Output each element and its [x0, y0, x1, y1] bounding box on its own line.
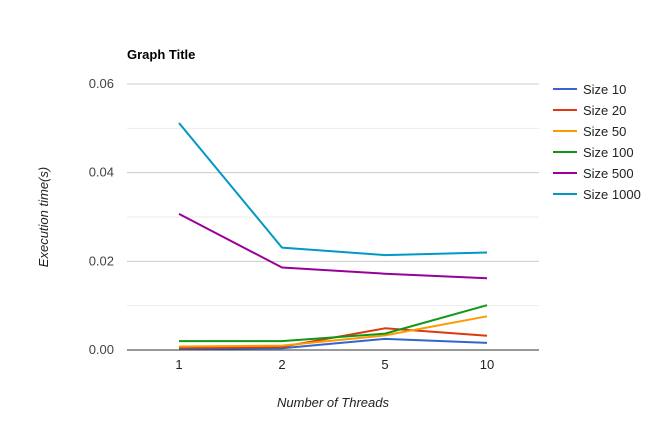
x-tick-label: 5	[381, 357, 388, 372]
legend-label: Size 100	[583, 145, 634, 160]
series-line-size-50	[178, 315, 488, 348]
series-line-size-1000	[178, 122, 488, 257]
y-tick-label: 0.02	[89, 253, 114, 268]
legend-item-size-50[interactable]: Size 50	[553, 124, 626, 139]
legend-item-size-100[interactable]: Size 100	[553, 145, 634, 160]
series-line-size-500	[178, 213, 488, 280]
x-axis-ticks: 1 2 5 10	[175, 357, 494, 372]
legend-label: Size 50	[583, 124, 626, 139]
x-tick-label: 1	[175, 357, 182, 372]
chart-title: Graph Title	[127, 47, 195, 62]
y-tick-label: 0.04	[89, 165, 114, 180]
series-line-size-100	[179, 304, 488, 343]
x-tick-label: 2	[278, 357, 285, 372]
y-tick-label: 0.00	[89, 342, 114, 357]
gridlines	[127, 83, 539, 307]
legend-label: Size 500	[583, 166, 634, 181]
legend-item-size-500[interactable]: Size 500	[553, 166, 634, 181]
legend-label: Size 1000	[583, 187, 641, 202]
y-axis-label: Execution time(s)	[36, 167, 51, 267]
y-axis-ticks: 0.00 0.02 0.04 0.06	[89, 76, 114, 357]
legend-label: Size 20	[583, 103, 626, 118]
y-tick-label: 0.06	[89, 76, 114, 91]
legend-label: Size 10	[583, 82, 626, 97]
x-tick-label: 10	[480, 357, 494, 372]
legend-item-size-20[interactable]: Size 20	[553, 103, 626, 118]
x-axis-label: Number of Threads	[277, 395, 389, 410]
legend-item-size-1000[interactable]: Size 1000	[553, 187, 641, 202]
series-line-size-10	[178, 337, 488, 350]
series-lines	[178, 122, 488, 350]
legend-item-size-10[interactable]: Size 10	[553, 82, 626, 97]
legend[interactable]: Size 10 Size 20 Size 50 Size 100 Size 500 Siz…	[553, 82, 641, 202]
